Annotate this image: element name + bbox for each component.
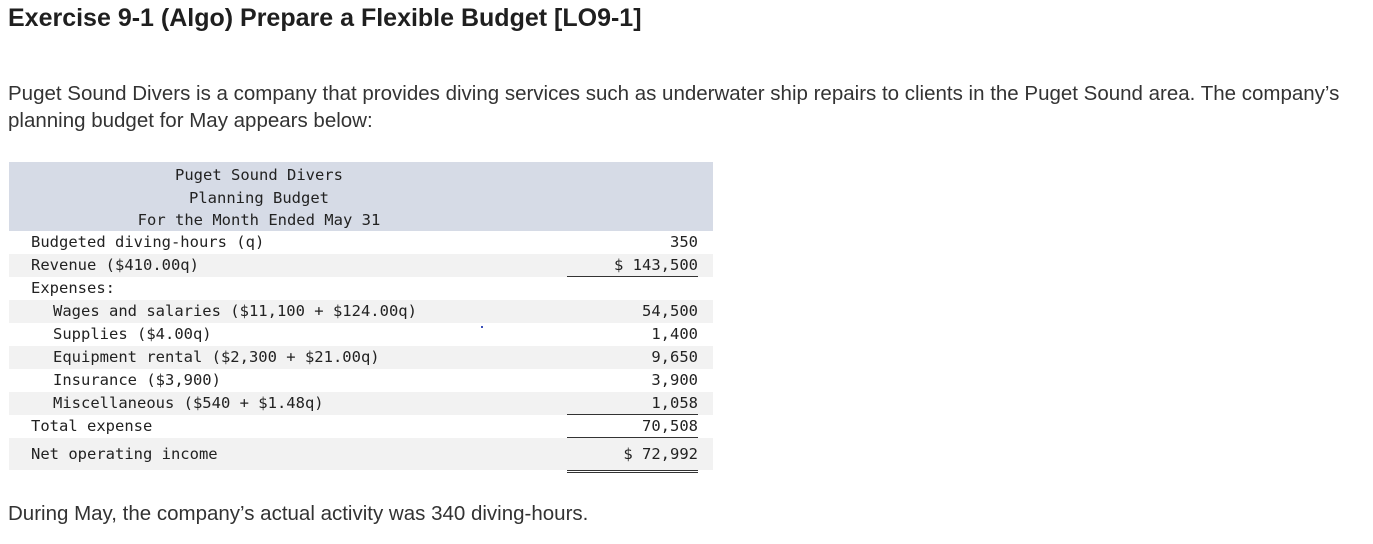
- page-title: Exercise 9-1 (Algo) Prepare a Flexible B…: [8, 4, 642, 32]
- budget-row-total-expense: Total expense 70,508: [9, 415, 713, 438]
- stray-dot: [481, 326, 483, 328]
- row-label: Insurance ($3,900): [53, 371, 221, 389]
- statement-period: For the Month Ended May 31: [137, 211, 381, 229]
- actual-activity-text: During May, the company’s actual activit…: [8, 502, 589, 525]
- row-value: 70,508: [567, 415, 698, 438]
- row-label: Budgeted diving-hours (q): [31, 233, 265, 251]
- row-label: Total expense: [31, 417, 153, 435]
- budget-row-wages: Wages and salaries ($11,100 + $124.00q) …: [9, 300, 713, 323]
- statement-name: Planning Budget: [189, 188, 329, 207]
- row-label: Expenses:: [31, 279, 115, 297]
- row-label: Supplies ($4.00q): [53, 325, 212, 343]
- row-label: Revenue ($410.00q): [31, 256, 199, 274]
- budget-row-insurance: Insurance ($3,900) 3,900: [9, 369, 713, 392]
- row-label: Equipment rental ($2,300 + $21.00q): [53, 348, 380, 366]
- planning-budget-table: Puget Sound Divers Planning Budget For t…: [9, 162, 713, 473]
- row-label: Net operating income: [31, 445, 218, 463]
- row-value: 54,500: [642, 302, 698, 320]
- row-label: Wages and salaries ($11,100 + $124.00q): [53, 302, 417, 320]
- row-label: Miscellaneous ($540 + $1.48q): [53, 394, 324, 412]
- row-value: $ 72,992: [567, 438, 698, 473]
- row-value: 3,900: [651, 371, 698, 389]
- company-name: Puget Sound Divers: [175, 166, 343, 184]
- row-value: 9,650: [651, 348, 698, 366]
- budget-row-net-operating-income: Net operating income $ 72,992: [9, 438, 713, 473]
- row-value: 350: [670, 233, 698, 251]
- budget-row-revenue: Revenue ($410.00q) $ 143,500: [9, 254, 713, 277]
- budget-row-equipment-rental: Equipment rental ($2,300 + $21.00q) 9,65…: [9, 346, 713, 369]
- row-value: 1,400: [651, 325, 698, 343]
- budget-row-expenses-heading: Expenses:: [9, 277, 713, 300]
- budget-header: Puget Sound Divers Planning Budget For t…: [9, 162, 713, 231]
- budget-row-miscellaneous: Miscellaneous ($540 + $1.48q) 1,058: [9, 392, 713, 415]
- row-value: 1,058: [567, 392, 698, 415]
- budget-row-diving-hours: Budgeted diving-hours (q) 350: [9, 231, 713, 254]
- intro-paragraph: Puget Sound Divers is a company that pro…: [8, 82, 1340, 132]
- budget-row-supplies: Supplies ($4.00q) 1,400: [9, 323, 713, 346]
- row-value: $ 143,500: [567, 254, 698, 277]
